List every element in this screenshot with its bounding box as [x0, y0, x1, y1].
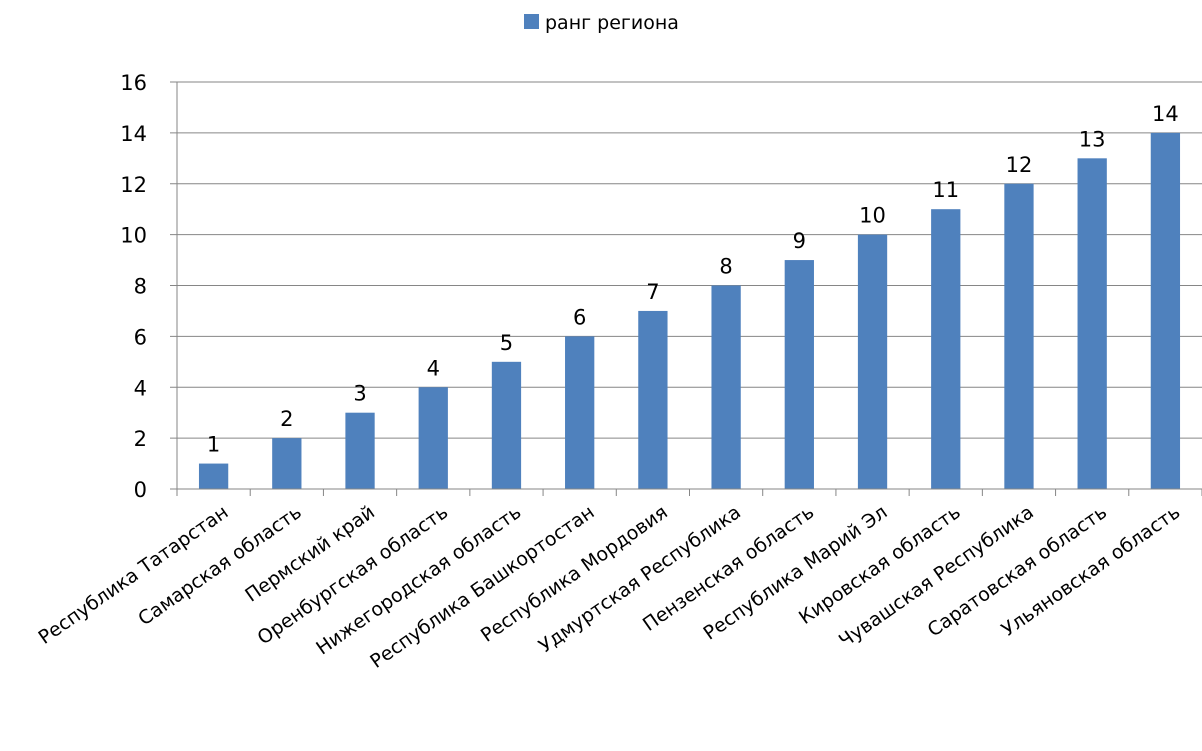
- y-tick-label: 0: [134, 478, 147, 502]
- y-tick-label: 4: [134, 376, 147, 400]
- bar: [565, 336, 595, 489]
- data-label: 6: [573, 305, 586, 329]
- data-label: 11: [932, 178, 959, 202]
- y-tick-label: 10: [120, 224, 147, 248]
- bar: [491, 361, 522, 489]
- gridlines: [177, 81, 1202, 439]
- data-label: 10: [859, 204, 886, 228]
- bar: [345, 412, 375, 489]
- data-label: 8: [719, 255, 732, 279]
- data-label: 9: [793, 229, 806, 253]
- data-label: 5: [500, 331, 513, 355]
- data-label: 12: [1006, 153, 1033, 177]
- legend-swatch: [524, 14, 539, 29]
- data-label: 1: [207, 433, 220, 457]
- legend-label: ранг региона: [545, 12, 679, 34]
- bars: [198, 132, 1181, 489]
- bar: [857, 234, 888, 489]
- data-label: 13: [1079, 127, 1106, 151]
- bar: [272, 438, 302, 489]
- bar: [1077, 158, 1107, 489]
- legend: ранг региона: [524, 12, 679, 34]
- bar: [638, 310, 668, 489]
- x-axis: [176, 488, 1202, 496]
- bar: [198, 463, 229, 489]
- bar: [1150, 132, 1181, 489]
- bar: [931, 209, 961, 489]
- bar: [784, 260, 814, 489]
- y-axis: 0 2 4 6 8 10 12 14 16: [120, 71, 178, 502]
- y-tick-label: 16: [120, 71, 147, 95]
- bar: [418, 387, 448, 489]
- bar: [711, 285, 741, 489]
- data-label: 14: [1152, 102, 1179, 126]
- bar: [1004, 183, 1034, 489]
- data-label: 7: [646, 280, 659, 304]
- y-tick-label: 14: [120, 122, 147, 146]
- y-tick-label: 6: [134, 325, 147, 349]
- data-label: 2: [280, 407, 293, 431]
- y-tick-label: 8: [134, 275, 147, 299]
- data-label: 4: [427, 356, 440, 380]
- y-tick-label: 12: [120, 173, 147, 197]
- y-tick-label: 2: [134, 427, 147, 451]
- data-label: 3: [353, 382, 366, 406]
